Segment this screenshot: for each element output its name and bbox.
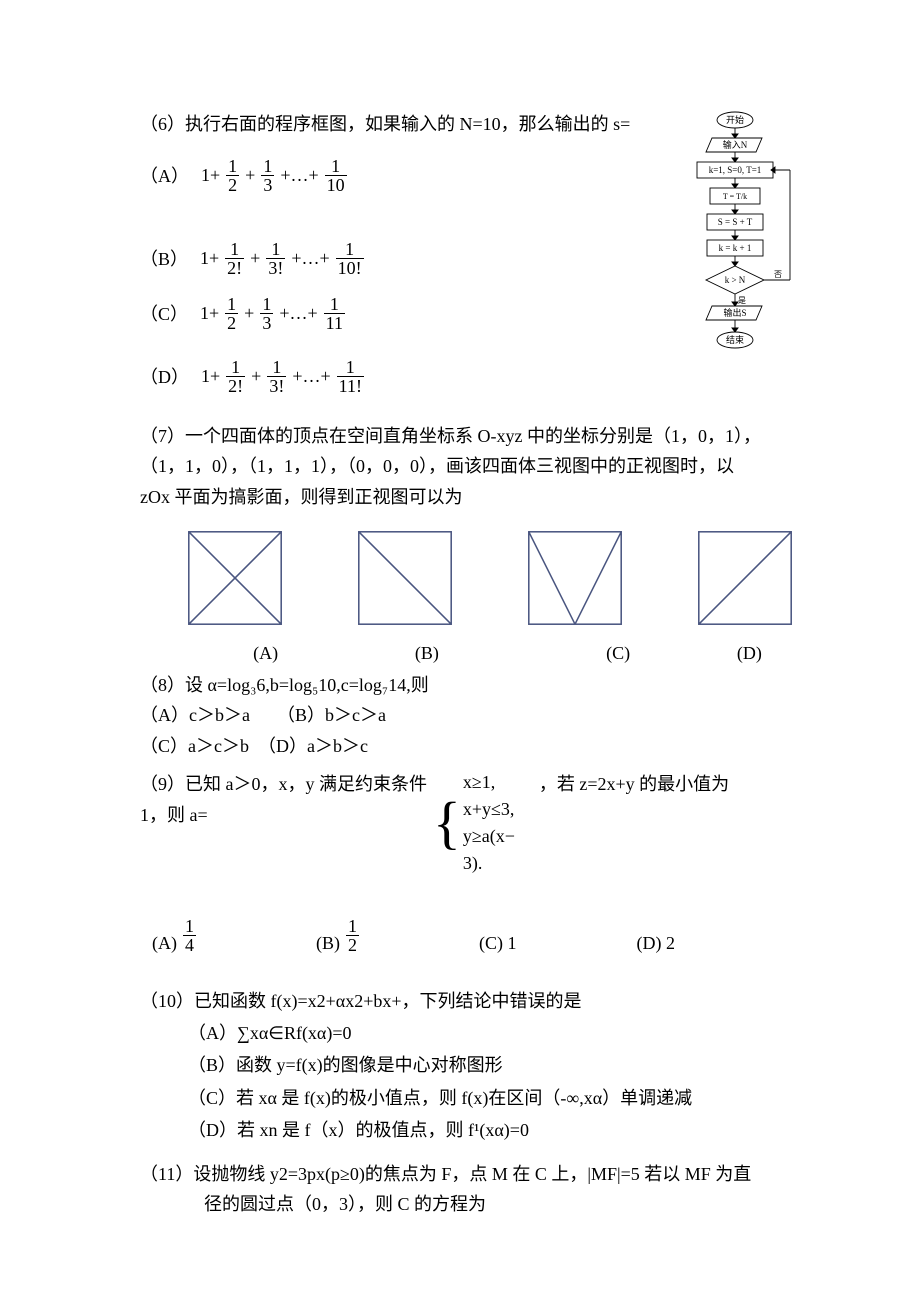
- q10-c: （C）若 xα 是 f(x)的极小值点，则 f(x)在区间（-∞,xα）单调递减: [140, 1082, 800, 1114]
- q7-labels: (A) (B) (C) (D): [140, 643, 800, 664]
- q11-block: （11）设抛物线 y2=3px(p≥0)的焦点为 F，点 M 在 C 上，|MF…: [140, 1159, 800, 1220]
- q6-a-label: （A）: [140, 162, 189, 188]
- q9-system: { x≥1, x+y≤3, y≥a(x− 3).: [433, 769, 515, 877]
- q10-line1: （10）已知函数 f(x)=x2+αx2+bx+，下列结论中错误的是: [140, 986, 800, 1017]
- q7-figures: [140, 523, 800, 633]
- fc-k: k = k + 1: [719, 243, 752, 253]
- fc-start: 开始: [726, 114, 744, 125]
- fc-cond: k > N: [725, 275, 746, 285]
- q7-label-b: (B): [376, 643, 477, 664]
- q9-block: （9）已知 a＞0，x，y 满足约束条件 1，则 a= { x≥1, x+y≤3…: [140, 769, 800, 877]
- q9-b-label: (B): [316, 933, 340, 954]
- q7-fig-c: [520, 523, 630, 633]
- q10-b: （B）函数 y=f(x)的图像是中心对称图形: [140, 1049, 800, 1081]
- q6-d-label: （D）: [140, 363, 189, 389]
- q9-a-label: (A): [152, 933, 177, 954]
- q9-d: (D) 2: [637, 933, 676, 954]
- fc-out: 输出S: [723, 307, 746, 318]
- q8-row1: （A）c＞b＞a （B）b＞c＞a: [140, 700, 800, 731]
- q8-block: （8）设 α=log₃6,b=log₅10,c=log₇14,则 （A）c＞b＞…: [140, 670, 800, 762]
- q7-label-d: (D): [699, 643, 800, 664]
- q10-a: （A）∑xα∈Rf(xα)=0: [140, 1017, 800, 1049]
- q10-d: （D）若 xn 是 f（x）的极值点，则 f¹(xα)=0: [140, 1114, 800, 1146]
- q11-line2: 径的圆过点（0，3），则 C 的方程为: [140, 1189, 800, 1220]
- fc-s: S = S + T: [718, 217, 753, 227]
- q7-line1: （7）一个四面体的顶点在空间直角坐标系 O-xyz 中的坐标分别是（1，0，1）…: [140, 421, 800, 452]
- q7-fig-d: [690, 523, 800, 633]
- q9-options: (A) 14 (B) 12 (C) 1 (D) 2: [140, 917, 800, 954]
- q9-sys1: x≥1,: [463, 769, 515, 796]
- q7-label-c: (C): [568, 643, 669, 664]
- q9-sys3: y≥a(x−: [463, 823, 515, 850]
- flowchart-image: 开始 输入N k=1, S=0, T=1 T = T/k S = S + T k…: [660, 110, 820, 370]
- q7-line3: zOx 平面为搞影面，则得到正视图可以为: [140, 482, 800, 513]
- q9-lead1: （9）已知 a＞0，x，y 满足约束条件: [140, 774, 427, 794]
- q9-tail: ，若 z=2x+y 的最小值为: [539, 769, 729, 800]
- fc-t: T = T/k: [723, 192, 747, 201]
- q7-line2: （1，1，0），（1，1，1），（0，0，0），画该四面体三视图中的正视图时，以: [140, 451, 800, 482]
- q9-c: (C) 1: [479, 933, 517, 954]
- q6-c-label: （C）: [140, 300, 188, 326]
- q8-line1: （8）设 α=log₃6,b=log₅10,c=log₇14,则: [140, 670, 800, 701]
- fc-yes: 是: [738, 296, 746, 305]
- q11-line1: （11）设抛物线 y2=3px(p≥0)的焦点为 F，点 M 在 C 上，|MF…: [140, 1159, 800, 1190]
- q7-fig-a: [180, 523, 290, 633]
- fc-init: k=1, S=0, T=1: [709, 165, 762, 175]
- q9-sys4: 3).: [463, 850, 515, 877]
- brace-icon: {: [433, 797, 463, 849]
- q10-block: （10）已知函数 f(x)=x2+αx2+bx+，下列结论中错误的是 （A）∑x…: [140, 986, 800, 1146]
- fc-end: 结束: [726, 334, 744, 345]
- q7-block: （7）一个四面体的顶点在空间直角坐标系 O-xyz 中的坐标分别是（1，0，1）…: [140, 421, 800, 513]
- q9-sys2: x+y≤3,: [463, 796, 515, 823]
- q8-row2: （C）a＞c＞b （D）a＞b＞c: [140, 731, 800, 762]
- fc-no: 否: [774, 270, 782, 279]
- fc-input: 输入N: [723, 139, 748, 150]
- q7-label-a: (A): [215, 643, 316, 664]
- q9-lead2: 1，则 a=: [140, 805, 208, 825]
- q6-b-label: （B）: [140, 245, 188, 271]
- q7-fig-b: [350, 523, 460, 633]
